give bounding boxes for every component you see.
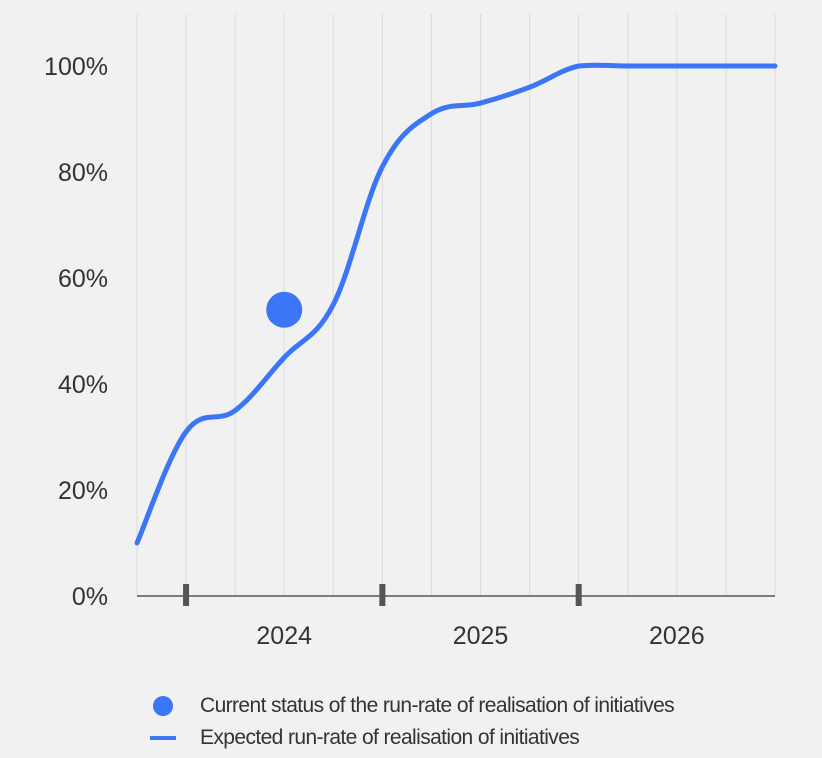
year-separator-tick	[183, 584, 190, 606]
y-tick-label: 60%	[58, 265, 108, 293]
legend-label-expected-run-rate: Expected run-rate of realisation of init…	[200, 726, 580, 749]
y-tick-label: 40%	[58, 371, 108, 399]
series-layer	[134, 62, 778, 546]
data-point-current-status	[266, 291, 303, 328]
grid-lines	[136, 14, 776, 596]
year-separator-tick	[379, 584, 386, 606]
legend-dot-marker	[153, 696, 173, 716]
y-tick-label: 20%	[58, 477, 108, 505]
x-tick-label: 2024	[256, 622, 312, 650]
y-tick-labels: 0% 20% 40% 60% 80% 100%	[44, 53, 108, 611]
x-tick-label: 2025	[453, 622, 509, 650]
y-tick-label: 100%	[44, 53, 108, 81]
y-tick-label: 0%	[72, 583, 108, 611]
legend-item-expected-run-rate[interactable]: Expected run-rate of realisation of init…	[150, 722, 822, 754]
legend-label-current-status: Current status of the run-rate of realis…	[200, 694, 675, 717]
year-separator-tick	[575, 584, 582, 606]
x-tick-label: 2026	[649, 622, 705, 650]
series-line-expected-run-rate	[134, 62, 778, 546]
x-tick-labels: 2024 2025 2026	[256, 622, 704, 650]
legend-line-marker	[150, 736, 176, 740]
legend-item-current-status[interactable]: Current status of the run-rate of realis…	[150, 690, 822, 722]
y-tick-label: 80%	[58, 159, 108, 187]
x-axis	[137, 584, 775, 606]
legend: Current status of the run-rate of realis…	[150, 690, 822, 754]
